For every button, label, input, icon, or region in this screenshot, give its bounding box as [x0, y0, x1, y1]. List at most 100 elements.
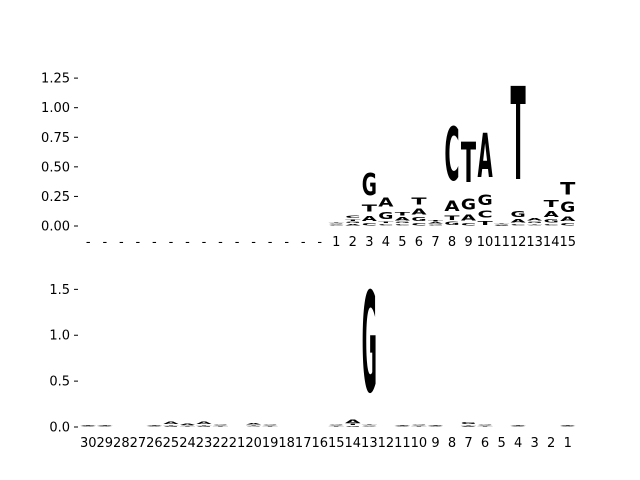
letter: G — [213, 425, 228, 426]
letter: T — [246, 425, 262, 426]
letter: C — [494, 225, 509, 226]
y-tick-label: 1.00 — [41, 101, 70, 116]
letter: T — [345, 219, 360, 221]
letter: C — [378, 224, 393, 226]
letter: G — [560, 199, 575, 215]
x-tick-label: 12 — [510, 235, 527, 250]
x-tick-label: 5 — [497, 436, 505, 451]
letter: G — [147, 425, 162, 426]
x-tick-label: - — [235, 235, 240, 250]
letter: A — [544, 209, 560, 219]
letter: T — [494, 224, 510, 225]
letter: T — [329, 222, 345, 223]
letter: G — [395, 425, 410, 426]
letter: A — [345, 224, 360, 226]
letter: A — [428, 222, 443, 224]
x-tick-label: 16 — [311, 436, 328, 451]
letter: G — [196, 426, 211, 427]
letter: A — [329, 425, 345, 426]
x-tick-label: - — [218, 235, 223, 250]
letter: A — [378, 195, 394, 209]
x-tick-label: 8 — [448, 436, 456, 451]
letter: G — [329, 425, 344, 426]
letter: A — [163, 421, 178, 425]
letter: C — [428, 225, 443, 226]
x-tick-label: 28 — [113, 436, 130, 451]
x-tick-label: - — [251, 235, 256, 250]
letter: C — [461, 223, 476, 226]
letter: G — [362, 265, 377, 425]
x-tick-label: 22 — [212, 436, 229, 451]
x-tick-label: - — [86, 235, 91, 250]
x-tick-label: - — [119, 235, 124, 250]
letter: G — [345, 426, 360, 427]
letter: A — [560, 216, 576, 223]
x-tick-label: 25 — [163, 436, 180, 451]
letter: G — [411, 217, 426, 223]
letter: T — [163, 425, 179, 426]
y-tick-label: 1.25 — [41, 72, 70, 87]
x-tick-label: 18 — [278, 436, 295, 451]
letter: T — [461, 131, 476, 195]
letter: G — [444, 222, 459, 227]
letter: G — [527, 221, 542, 223]
x-tick-label: 13 — [361, 436, 378, 451]
letter: T — [444, 214, 460, 221]
letter: T — [362, 203, 377, 215]
x-tick-label: 6 — [415, 235, 423, 250]
letter: G — [511, 425, 526, 426]
x-tick-label: 4 — [382, 235, 390, 250]
letter: G — [428, 224, 443, 225]
x-tick-label: - — [202, 235, 207, 250]
letter: C — [444, 112, 459, 198]
letter: T — [511, 60, 526, 209]
letter: G — [395, 221, 410, 223]
y-tick-label: 1.0 — [49, 329, 70, 344]
x-tick-label: - — [185, 235, 190, 250]
letter: A — [411, 425, 427, 426]
x-tick-label: 15 — [328, 436, 345, 451]
x-tick-label: 1 — [564, 436, 572, 451]
x-tick-label: 29 — [97, 436, 114, 451]
letter: T — [411, 196, 426, 208]
x-tick-label: 11 — [493, 235, 510, 250]
letter: C — [362, 223, 377, 226]
letter: G — [180, 425, 195, 426]
letter: G — [428, 425, 443, 426]
x-tick-label: 2 — [547, 436, 555, 451]
letter: T — [527, 224, 543, 225]
letter: A — [362, 426, 378, 427]
letter: A — [345, 420, 360, 424]
letter: C — [329, 225, 344, 226]
x-tick-label: 24 — [179, 436, 196, 451]
letter: T — [362, 424, 378, 425]
letter: A — [511, 219, 526, 224]
letter: A — [461, 426, 477, 427]
y-tick-label: 0.25 — [41, 190, 70, 205]
x-tick-label: 14 — [345, 436, 362, 451]
x-tick-label: 5 — [398, 235, 406, 250]
letter: T — [560, 424, 576, 425]
letter: G — [97, 425, 112, 426]
x-tick-label: 20 — [245, 436, 262, 451]
x-tick-label: 7 — [431, 235, 439, 250]
x-tick-label: 6 — [481, 436, 489, 451]
letter: G — [263, 425, 278, 426]
letter: G — [362, 167, 377, 202]
letter: G — [378, 209, 393, 221]
y-tick-label: 0.00 — [41, 220, 70, 235]
letter: G — [163, 426, 178, 427]
letter: T — [461, 425, 477, 426]
letter: A — [362, 215, 378, 223]
x-tick-label: 9 — [464, 235, 472, 250]
letter: G — [461, 422, 476, 425]
letter: T — [345, 424, 361, 426]
letter: G — [411, 425, 426, 426]
letter: T — [395, 212, 410, 217]
x-tick-label: - — [152, 235, 157, 250]
letter: A — [477, 121, 492, 192]
x-tick-label: 19 — [262, 436, 279, 451]
x-tick-label: - — [284, 235, 289, 250]
x-tick-label: 3 — [531, 436, 539, 451]
x-tick-label: 8 — [448, 235, 456, 250]
